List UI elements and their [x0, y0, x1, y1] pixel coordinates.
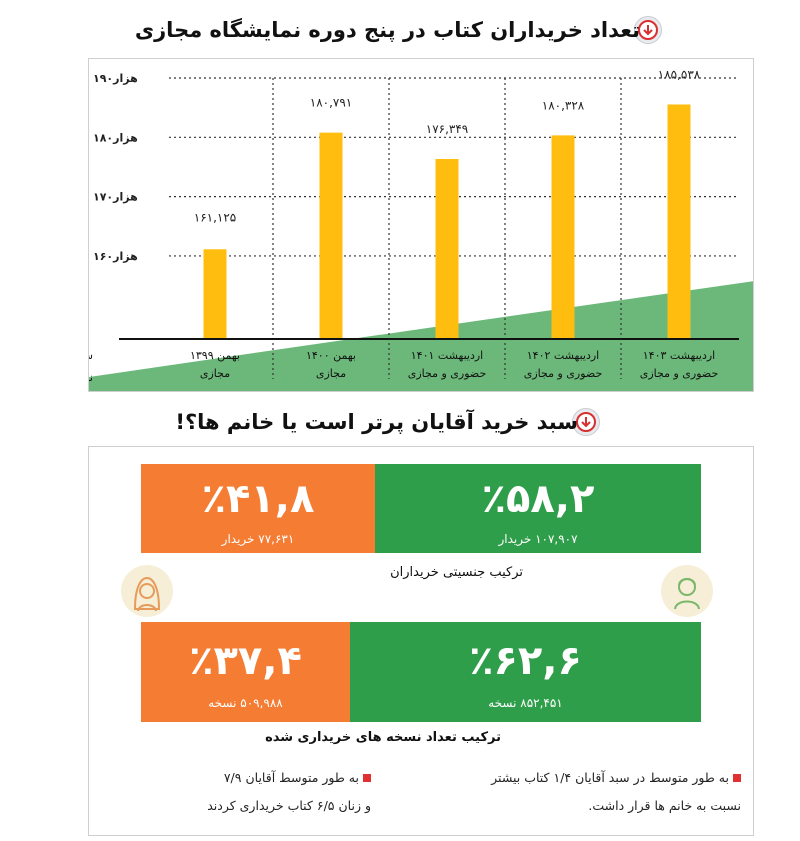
y-tick-label: ۱۷۰هزار: [93, 191, 138, 204]
bullet-icon: [363, 774, 371, 782]
section1-arrow-icon: [634, 16, 662, 44]
note-left-line2: و زنان ۶/۵ کتاب خریداری کردند: [207, 798, 371, 813]
women-buyers-count: ۷۷,۶۳۱ خریدار: [221, 532, 295, 546]
note-right-line1: به طور متوسط در سبد آقایان ۱/۴ کتاب بیشت…: [491, 764, 741, 792]
x-tick-label: اردیبهشت ۱۴۰۲: [527, 349, 599, 362]
section2-title: سبد خرید آقایان پرتر است یا خانم ها؟!: [175, 410, 578, 434]
row-label-type: نوع برگزاری: [89, 371, 93, 384]
y-tick-label: ۱۹۰هزار: [93, 72, 138, 85]
women-buyers-percent: ٪۴۱,۸: [201, 476, 315, 522]
bar: [319, 132, 343, 339]
bar: [203, 249, 227, 339]
women-copies-count: ۵۰۹,۹۸۸ نسخه: [208, 696, 283, 710]
women-copies-percent: ٪۳۷,۴: [189, 638, 302, 684]
men-buyers-count: ۱۰۷,۹۰۷ خریدار: [498, 532, 578, 546]
x-tick-label: بهمن ۱۴۰۰: [306, 349, 356, 362]
section2-arrow-icon: [572, 408, 600, 436]
women-buyers-bar: ٪۴۱,۸ ۷۷,۶۳۱ خریدار: [141, 464, 375, 553]
y-tick-label: ۱۸۰هزار: [93, 131, 138, 144]
value-label: ۱۸۰,۳۲۸: [542, 98, 585, 112]
value-label: ۱۶۱,۱۲۵: [194, 210, 237, 224]
x-tick-sublabel: مجازی: [316, 367, 346, 380]
man-avatar-icon: [661, 565, 713, 617]
bullet-icon: [733, 774, 741, 782]
buyers-chart-svg: ۱۶۰هزار ۱۷۰هزار ۱۸۰هزار ۱۹۰هزار ۱۶۱,۱۲۵ ۱۸۰,۷…: [89, 67, 753, 391]
share-panel: ٪۴۱,۸ ۷۷,۶۳۱ خریدار ٪۵۸,۲ ۱۰۷,۹۰۷ خریدار…: [88, 446, 754, 836]
bar: [435, 158, 459, 339]
bar: [667, 104, 691, 339]
note-right: به طور متوسط در سبد آقایان ۱/۴ کتاب بیشت…: [491, 764, 741, 820]
copies-caption: ترکیب تعداد نسخه های خریداری شده: [265, 730, 501, 745]
men-copies-bar: ٪۶۲,۶ ۸۵۲,۴۵۱ نسخه: [350, 622, 701, 722]
x-tick-label: اردیبهشت ۱۴۰۱: [411, 349, 483, 362]
men-buyers-bar: ٪۵۸,۲ ۱۰۷,۹۰۷ خریدار: [375, 464, 701, 553]
woman-avatar-icon: [121, 565, 173, 617]
note-right-line2: نسبت به خانم ها قرار داشت.: [588, 798, 741, 813]
value-label: ۱۷۶,۳۴۹: [426, 122, 469, 136]
row-label-year: سال برگزاری: [89, 349, 93, 362]
x-tick-sublabel: مجازی: [200, 367, 230, 380]
women-copies-bar: ٪۳۷,۴ ۵۰۹,۹۸۸ نسخه: [141, 622, 350, 722]
value-label: ۱۸۰,۷۹۱: [310, 96, 353, 110]
men-buyers-percent: ٪۵۸,۲: [481, 476, 595, 522]
x-tick-sublabel: حضوری و مجازی: [408, 367, 487, 380]
note-left-line1: به طور متوسط آقایان ۷/۹: [207, 764, 371, 792]
x-tick-sublabel: حضوری و مجازی: [524, 367, 603, 380]
men-copies-count: ۸۵۲,۴۵۱ نسخه: [488, 696, 563, 710]
section1-title: تعداد خریداران کتاب در پنج دوره نمایشگاه…: [134, 18, 640, 42]
x-tick-label: اردیبهشت ۱۴۰۳: [643, 349, 715, 362]
value-label: ۱۸۵,۵۳۸: [658, 67, 701, 81]
y-tick-label: ۱۶۰هزار: [93, 250, 138, 263]
x-tick-label: بهمن ۱۳۹۹: [190, 349, 240, 362]
note-left: به طور متوسط آقایان ۷/۹ و زنان ۶/۵ کتاب …: [207, 764, 371, 820]
background-hill: [89, 281, 753, 391]
buyers-chart: ۱۶۰هزار ۱۷۰هزار ۱۸۰هزار ۱۹۰هزار ۱۶۱,۱۲۵ ۱۸۰,۷…: [88, 58, 754, 392]
men-copies-percent: ٪۶۲,۶: [469, 638, 582, 684]
gender-caption: ترکیب جنسیتی خریداران: [390, 565, 523, 580]
x-tick-sublabel: حضوری و مجازی: [640, 367, 719, 380]
bar: [551, 135, 575, 339]
